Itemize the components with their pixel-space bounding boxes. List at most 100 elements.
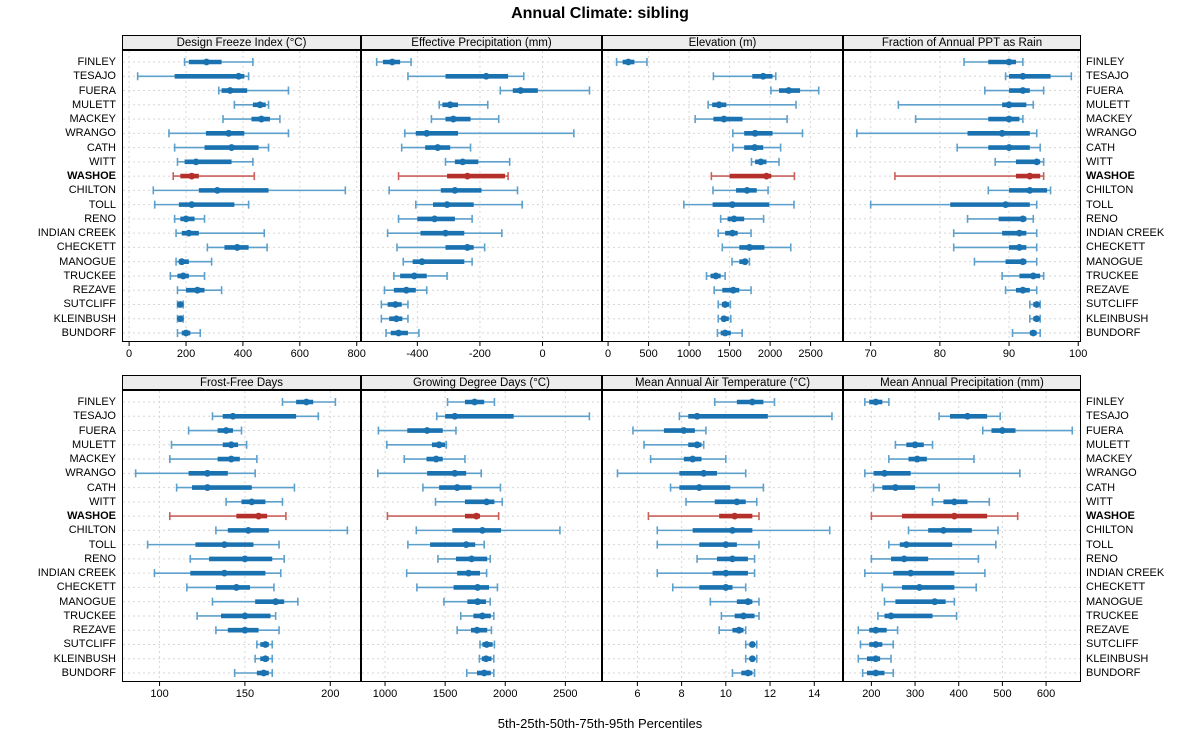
tick-label-elevation-m-1500: 1500: [717, 348, 742, 360]
site-label-right-wrango: WRANGO: [1086, 467, 1137, 480]
site-label-right-manogue: MANOGUE: [1086, 255, 1143, 268]
site-label-right-finley: FINLEY: [1086, 56, 1125, 68]
median-dot: [435, 441, 443, 449]
median-dot: [465, 569, 472, 577]
strip-mean-annual-precipitation-mm: Mean Annual Precipitation (mm): [843, 375, 1081, 390]
site-label-left-truckee: TRUCKEE: [63, 269, 116, 282]
median-dot: [517, 87, 525, 94]
median-dot: [192, 158, 200, 166]
median-dot: [446, 101, 454, 109]
series-manogue: [731, 257, 751, 266]
series-cath: [422, 483, 502, 492]
site-label-left-tesajo: TESAJO: [73, 70, 116, 83]
median-dot: [272, 598, 280, 606]
series-washoe: [870, 512, 1019, 521]
median-dot: [462, 541, 470, 549]
panel-fraction-of-annual-ppt-as-rain: [843, 50, 1081, 346]
site-label-left-wrango: WRANGO: [65, 127, 116, 140]
median-dot: [431, 215, 438, 223]
median-dot: [248, 498, 256, 506]
series-sutcliff: [744, 640, 758, 649]
series-reno: [696, 554, 756, 563]
median-dot: [743, 186, 751, 194]
site-label-left-witt: WITT: [89, 155, 116, 168]
site-label-left-cath: CATH: [86, 141, 116, 154]
series-chilton: [388, 186, 519, 195]
median-dot: [459, 158, 467, 166]
tick-label-frost-free-days-150: 150: [235, 688, 255, 700]
series-fuera: [632, 426, 707, 435]
tick-label-effective-precipitation-mm-0: 0: [539, 348, 546, 360]
site-label-right-checkett: CHECKETT: [1086, 241, 1146, 254]
series-reno: [173, 214, 206, 223]
site-label-right-chilton: CHILTON: [1086, 184, 1134, 197]
series-manogue: [443, 597, 492, 606]
site-label-right-mackey: MACKEY: [1086, 113, 1133, 126]
median-dot: [188, 201, 196, 209]
series-witt: [225, 497, 284, 506]
median-dot: [176, 301, 184, 308]
series-wrango: [168, 129, 290, 138]
median-dot: [757, 158, 765, 166]
series-rezave: [456, 626, 493, 635]
series-indian-creek: [405, 569, 488, 578]
series-toll: [869, 200, 1038, 209]
figure-title: Annual Climate: sibling: [511, 5, 689, 22]
series-witt: [434, 497, 504, 506]
series-sutcliff: [717, 300, 732, 309]
site-label-right-toll: TOLL: [1086, 198, 1114, 211]
site-label-left-mackey: MACKEY: [69, 113, 116, 126]
median-dot: [741, 258, 749, 266]
median-dot: [226, 87, 234, 94]
tick-label-fraction-of-annual-ppt-as-rain-90: 90: [1002, 348, 1016, 360]
site-label-left-fuera: FUERA: [78, 84, 116, 97]
median-dot: [474, 598, 481, 606]
series-witt: [685, 497, 758, 506]
series-checkett: [396, 243, 486, 252]
series-manogue: [402, 257, 473, 266]
series-tesajo: [211, 412, 320, 421]
series-checkett: [721, 243, 792, 252]
series-mackey: [888, 455, 975, 464]
series-rezave: [713, 286, 752, 295]
series-indian-creek: [952, 229, 1038, 238]
median-dot: [410, 272, 418, 280]
median-dot: [744, 669, 752, 677]
series-chilton: [152, 186, 347, 195]
series-fuera: [187, 426, 243, 435]
series-cath: [956, 143, 1041, 152]
site-label-right-washoe: WASHOE: [1086, 510, 1135, 523]
series-mackey: [649, 455, 727, 464]
median-dot: [751, 129, 759, 137]
series-truckee: [196, 611, 277, 620]
tick-label-growing-degree-days-c-2500: 2500: [553, 688, 578, 700]
median-dot: [740, 612, 747, 620]
tick-label-design-freeze-index-c-600: 600: [290, 348, 309, 360]
median-dot: [471, 398, 478, 406]
median-dot: [229, 412, 237, 420]
median-dot: [624, 58, 632, 66]
site-label-right-tesajo: TESAJO: [1086, 70, 1129, 83]
series-rezave: [718, 626, 747, 635]
site-label-right-chilton: CHILTON: [1086, 524, 1134, 537]
series-sutcliff: [479, 640, 496, 649]
series-bundorf: [731, 669, 756, 677]
series-chilton: [656, 526, 831, 535]
median-dot: [729, 526, 736, 534]
median-dot: [453, 484, 461, 491]
site-label-right-kleinbush: KLEINBUSH: [1086, 312, 1149, 325]
series-truckee: [877, 611, 958, 620]
strip-growing-degree-days-c: Growing Degree Days (°C): [361, 375, 602, 390]
median-dot: [235, 72, 243, 80]
median-dot: [1033, 301, 1041, 308]
site-label-right-sutcliff: SUTCLIFF: [1086, 638, 1139, 651]
site-label-left-rezave: REZAVE: [72, 624, 116, 637]
median-dot: [695, 484, 703, 491]
tick-label-fraction-of-annual-ppt-as-rain-100: 100: [1069, 348, 1088, 360]
site-label-left-witt: WITT: [89, 495, 116, 508]
tick-label-design-freeze-index-c-0: 0: [126, 348, 133, 360]
series-tesajo: [136, 72, 250, 81]
median-dot: [680, 427, 688, 434]
series-mulett: [233, 100, 270, 109]
series-mackey: [430, 115, 500, 124]
